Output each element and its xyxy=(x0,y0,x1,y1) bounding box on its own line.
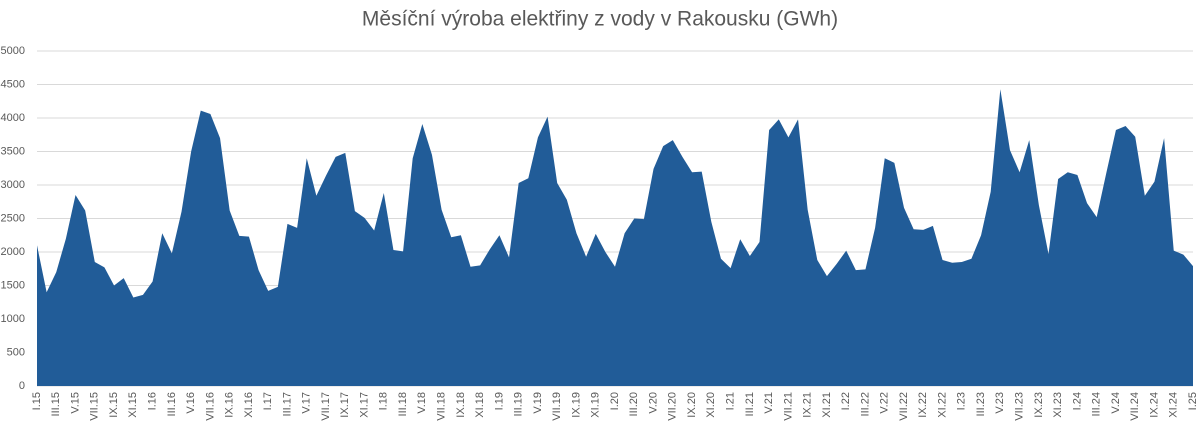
x-tick-label: IX.17 xyxy=(339,392,351,418)
x-tick-label: VII.21 xyxy=(782,392,794,421)
y-tick-label: 4500 xyxy=(1,78,25,90)
x-tick-label: XI.15 xyxy=(127,392,139,418)
y-tick-label: 4000 xyxy=(1,112,25,124)
x-tick-label: I.16 xyxy=(147,392,159,410)
x-tick-label: IX.18 xyxy=(455,392,467,418)
y-tick-label: 5000 xyxy=(1,45,25,57)
x-tick-label: V.18 xyxy=(416,392,428,414)
x-tick-label: V.23 xyxy=(994,392,1006,414)
x-tick-label: III.18 xyxy=(397,392,409,416)
x-tick-label: III.23 xyxy=(975,392,987,416)
x-tick-label: XI.19 xyxy=(590,392,602,418)
x-tick-label: III.15 xyxy=(50,392,62,416)
x-tick-label: XI.17 xyxy=(358,392,370,418)
chart-title: Měsíční výroba elektřiny z vody v Rakous… xyxy=(362,8,838,31)
x-tick-label: I.18 xyxy=(378,392,390,410)
x-tick-label: IX.16 xyxy=(224,392,236,418)
x-tick-label: V.15 xyxy=(69,392,81,414)
x-tick-label: III.20 xyxy=(628,392,640,416)
x-tick-label: IX.24 xyxy=(1148,392,1160,418)
x-tick-label: XI.21 xyxy=(821,392,833,418)
x-tick-label: III.21 xyxy=(744,392,756,416)
x-tick-label: XI.16 xyxy=(243,392,255,418)
x-tick-label: III.22 xyxy=(859,392,871,416)
x-tick-label: V.20 xyxy=(647,392,659,414)
x-tick-label: I.22 xyxy=(840,392,852,410)
x-tick-label: I.15 xyxy=(31,392,43,410)
x-tick-label: XI.20 xyxy=(705,392,717,418)
x-tick-label: IX.22 xyxy=(917,392,929,418)
x-tick-label: VII.22 xyxy=(898,392,910,421)
x-tick-label: V.21 xyxy=(763,392,775,414)
x-tick-label: IX.15 xyxy=(108,392,120,418)
x-tick-label: IX.20 xyxy=(686,392,698,418)
x-tick-label: I.20 xyxy=(609,392,621,410)
x-tick-label: I.19 xyxy=(493,392,505,410)
x-tick-label: XI.22 xyxy=(936,392,948,418)
x-tick-label: III.16 xyxy=(166,392,178,416)
x-tick-label: V.19 xyxy=(532,392,544,414)
x-tick-label: III.19 xyxy=(513,392,525,416)
y-tick-label: 1000 xyxy=(1,313,25,325)
x-tick-label: III.17 xyxy=(281,392,293,416)
x-tick-label: V.17 xyxy=(301,392,313,414)
x-tick-label: VII.17 xyxy=(320,392,332,421)
x-tick-label: VII.16 xyxy=(204,392,216,421)
x-tick-label: IX.19 xyxy=(570,392,582,418)
y-tick-label: 500 xyxy=(7,346,25,358)
x-tick-label: VII.15 xyxy=(89,392,101,421)
y-tick-label: 2000 xyxy=(1,246,25,258)
x-tick-label: III.24 xyxy=(1091,392,1103,416)
x-tick-label: XI.23 xyxy=(1052,392,1064,418)
x-tick-label: I.25 xyxy=(1187,392,1199,410)
x-tick-label: VII.24 xyxy=(1129,392,1141,421)
y-tick-label: 0 xyxy=(19,380,25,392)
y-tick-label: 1500 xyxy=(1,279,25,291)
x-tick-label: IX.21 xyxy=(802,392,814,418)
x-tick-label: I.17 xyxy=(262,392,274,410)
area xyxy=(37,89,1193,386)
x-tick-label: VII.19 xyxy=(551,392,563,421)
x-tick-label: I.21 xyxy=(725,392,737,410)
x-tick-label: XI.24 xyxy=(1168,392,1180,418)
x-tick-label: V.16 xyxy=(185,392,197,414)
x-tick-label: XI.18 xyxy=(474,392,486,418)
x-tick-label: VII.23 xyxy=(1014,392,1026,421)
x-tick-label: I.23 xyxy=(956,392,968,410)
y-tick-label: 3500 xyxy=(1,145,25,157)
y-tick-label: 3000 xyxy=(1,179,25,191)
x-tick-label: V.24 xyxy=(1110,392,1122,414)
x-tick-label: I.24 xyxy=(1071,392,1083,410)
x-tick-label: VII.20 xyxy=(667,392,679,421)
x-tick-label: VII.18 xyxy=(436,392,448,421)
x-tick-label: IX.23 xyxy=(1033,392,1045,418)
x-tick-label: V.22 xyxy=(879,392,891,414)
y-tick-label: 2500 xyxy=(1,212,25,224)
